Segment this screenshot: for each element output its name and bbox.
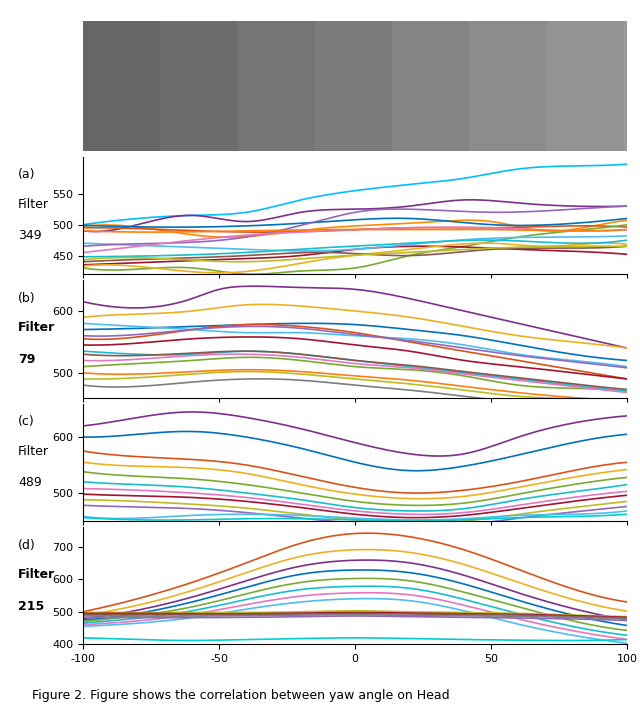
- Text: Filter: Filter: [18, 321, 55, 334]
- Text: 489: 489: [18, 476, 42, 489]
- Text: (b): (b): [18, 292, 36, 305]
- Text: (a): (a): [18, 168, 35, 181]
- Text: Figure 2. Figure shows the correlation between yaw angle on Head: Figure 2. Figure shows the correlation b…: [32, 689, 450, 702]
- Text: (d): (d): [18, 538, 36, 552]
- Text: (c): (c): [18, 415, 35, 428]
- Text: Filter: Filter: [18, 198, 49, 211]
- Text: 79: 79: [18, 353, 35, 366]
- Text: 215: 215: [18, 600, 44, 613]
- Text: Filter: Filter: [18, 445, 49, 458]
- Text: Filter: Filter: [18, 568, 55, 581]
- Text: 349: 349: [18, 229, 42, 243]
